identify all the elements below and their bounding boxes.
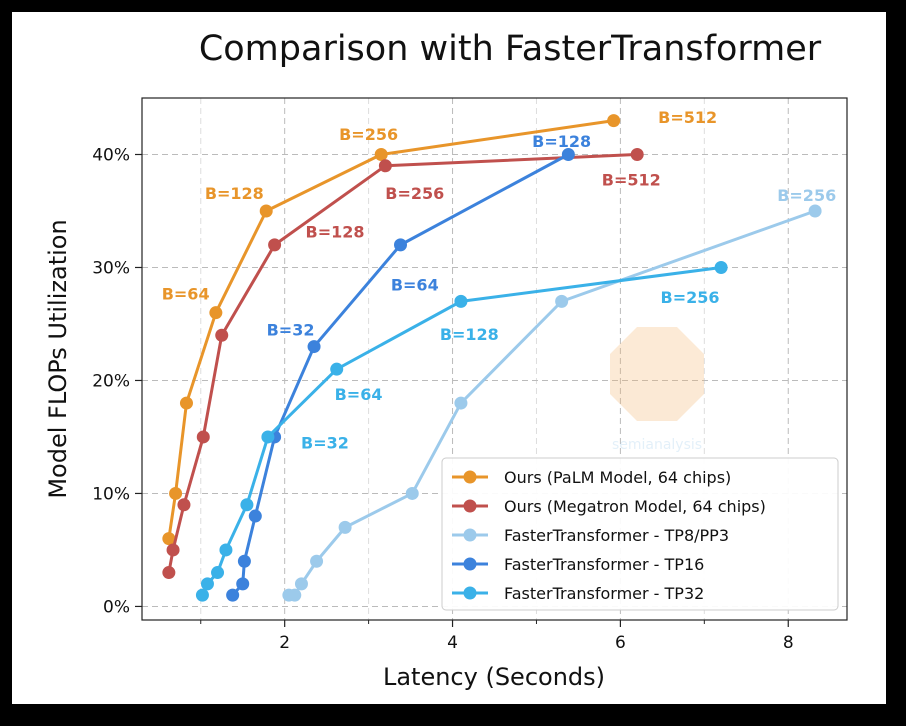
data-point xyxy=(454,396,468,410)
svg-text:semianalysis: semianalysis xyxy=(612,437,702,453)
batch-label: B=32 xyxy=(267,321,315,340)
batch-label: B=512 xyxy=(602,170,661,189)
y-tick-label: 0% xyxy=(103,597,130,617)
legend-label: FasterTransformer - TP16 xyxy=(504,555,704,574)
legend-box xyxy=(441,457,839,611)
legend-label: FasterTransformer - TP32 xyxy=(504,584,704,603)
data-point xyxy=(261,430,275,444)
annotations: B=512 B=256 B=128 B=64 B=512 B=256 B=128 B=256 B… xyxy=(162,108,837,452)
series-line xyxy=(167,152,638,573)
series-group xyxy=(162,114,822,602)
data-point xyxy=(209,306,223,320)
x-tick-label: 4 xyxy=(447,633,458,653)
data-point xyxy=(162,532,176,546)
data-point xyxy=(166,543,180,557)
y-tick-label: 40% xyxy=(92,145,130,165)
data-point xyxy=(226,588,240,602)
data-point xyxy=(330,362,344,376)
legend-item: Ours (Megatron Model, 64 chips) xyxy=(452,497,766,516)
legend: Ours (PaLM Model, 64 chips) Ours (Megatro… xyxy=(441,457,839,611)
data-point xyxy=(177,498,191,512)
batch-label: B=128 xyxy=(306,222,365,241)
data-point xyxy=(215,328,229,342)
data-point xyxy=(607,114,621,128)
legend-item: Ours (PaLM Model, 64 chips) xyxy=(452,468,731,487)
x-tick-label: 6 xyxy=(615,633,626,653)
y-tick-label: 30% xyxy=(92,258,130,278)
batch-label: B=32 xyxy=(301,434,349,453)
chart-frame: Comparison with FasterTransformer semian… xyxy=(12,12,886,704)
y-tick-label: 20% xyxy=(92,371,130,391)
batch-label: B=256 xyxy=(385,184,444,203)
batch-label: B=128 xyxy=(205,184,264,203)
series-2 xyxy=(162,147,644,580)
data-point xyxy=(310,554,324,568)
data-point xyxy=(294,577,308,591)
data-point xyxy=(237,554,251,568)
x-tick-label: 8 xyxy=(783,633,794,653)
y-axis-label: Model FLOPs Utilization xyxy=(44,219,72,498)
legend-label: Ours (Megatron Model, 64 chips) xyxy=(504,497,766,516)
legend-swatch-marker xyxy=(463,528,477,542)
data-point xyxy=(374,147,388,161)
batch-label: B=128 xyxy=(532,132,591,151)
data-point xyxy=(454,294,468,308)
data-point xyxy=(561,147,575,161)
x-tick-label: 2 xyxy=(279,633,290,653)
semianalysis-logo: semianalysis xyxy=(610,327,704,453)
legend-swatch-marker xyxy=(463,470,477,484)
data-point xyxy=(808,204,822,218)
data-point xyxy=(179,396,193,410)
data-point xyxy=(196,430,210,444)
y-tick-label: 10% xyxy=(92,484,130,504)
series-3 xyxy=(282,204,822,602)
x-axis-label: Latency (Seconds) xyxy=(383,663,605,691)
batch-label: B=64 xyxy=(391,275,439,294)
batch-label: B=128 xyxy=(440,325,499,344)
data-point xyxy=(219,543,233,557)
chart: Comparison with FasterTransformer semian… xyxy=(44,29,876,699)
data-point xyxy=(338,520,352,534)
chart-title: Comparison with FasterTransformer xyxy=(199,29,822,69)
batch-label: B=256 xyxy=(777,186,836,205)
legend-swatch-marker xyxy=(463,557,477,571)
data-point xyxy=(630,147,644,161)
batch-label: B=64 xyxy=(162,284,210,303)
data-point xyxy=(405,486,419,500)
data-point xyxy=(714,260,728,274)
data-point xyxy=(200,577,214,591)
data-point xyxy=(236,577,250,591)
data-point xyxy=(288,588,302,602)
legend-item: FasterTransformer - TP16 xyxy=(452,555,704,574)
axis-ticks: 2 4 6 8 0% 10% 20% 30% 40% xyxy=(92,145,793,653)
batch-label: B=256 xyxy=(339,125,398,144)
data-point xyxy=(378,159,392,173)
data-point xyxy=(211,566,225,580)
data-point xyxy=(555,294,569,308)
series-5 xyxy=(195,260,728,602)
series-1 xyxy=(162,114,621,546)
data-point xyxy=(307,340,321,354)
data-point xyxy=(162,566,176,580)
batch-label: B=512 xyxy=(658,108,717,127)
legend-item: FasterTransformer - TP32 xyxy=(452,584,704,603)
data-point xyxy=(259,204,273,218)
data-point xyxy=(195,588,209,602)
plot-area xyxy=(141,97,848,621)
legend-swatch-marker xyxy=(463,586,477,600)
legend-swatch-marker xyxy=(463,499,477,513)
series-4 xyxy=(226,147,575,602)
batch-label: B=256 xyxy=(661,288,720,307)
data-point xyxy=(169,486,183,500)
data-point xyxy=(268,238,282,252)
legend-label: Ours (PaLM Model, 64 chips) xyxy=(504,468,731,487)
data-point xyxy=(240,498,254,512)
watermark-text: 半导体行业观察 xyxy=(757,679,876,699)
data-point xyxy=(394,238,407,252)
batch-label: B=64 xyxy=(335,385,383,404)
data-point xyxy=(248,509,262,523)
legend-item: FasterTransformer - TP8/PP3 xyxy=(452,526,729,545)
legend-label: FasterTransformer - TP8/PP3 xyxy=(504,526,729,545)
